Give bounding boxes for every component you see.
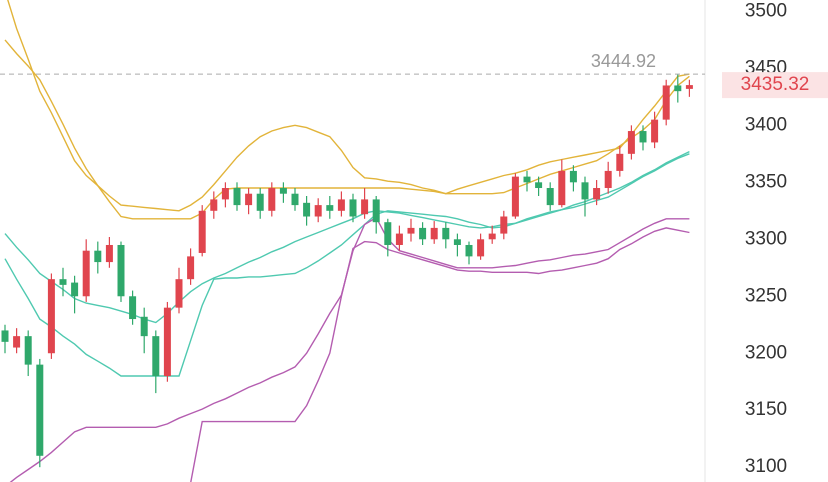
candle-body — [488, 233, 496, 240]
y-tick-label: 3350 — [745, 171, 787, 192]
candle-body — [187, 256, 195, 280]
candle-body — [395, 233, 403, 245]
y-tick-label: 3250 — [745, 285, 787, 306]
candle-body — [616, 153, 624, 171]
candle-body — [82, 250, 90, 297]
candle-body — [1, 330, 9, 342]
candle-body — [569, 170, 577, 183]
candle-body — [372, 199, 380, 223]
candle-body — [593, 188, 601, 200]
candle-body — [349, 199, 357, 217]
candle-body — [685, 85, 693, 89]
candle-body — [407, 227, 415, 234]
candle-body — [152, 336, 160, 377]
candle-body — [268, 188, 276, 211]
candle-body — [384, 222, 392, 245]
y-tick-label: 3150 — [745, 399, 787, 420]
candle-body — [291, 193, 299, 206]
candle-body — [442, 227, 450, 240]
candle-body — [500, 216, 508, 234]
band-line — [7, 0, 690, 212]
candle-body — [558, 170, 566, 206]
candle-body — [36, 364, 44, 456]
y-tick-label: 3100 — [745, 456, 787, 477]
candle-body — [337, 199, 345, 211]
candle-body — [419, 227, 427, 240]
candle-body — [535, 182, 543, 189]
candle-body — [326, 205, 334, 211]
candle-body — [477, 239, 485, 257]
candle-body — [140, 316, 148, 337]
candle-body — [221, 188, 229, 200]
last-price-tag — [722, 72, 828, 99]
candle-body — [13, 336, 21, 348]
candle-body — [163, 307, 171, 377]
y-tick-label: 3500 — [745, 0, 787, 21]
candle-body — [256, 193, 264, 211]
candle-body — [523, 176, 531, 183]
candle-body — [465, 244, 473, 257]
high-marker-label: 3444.92 — [591, 51, 656, 71]
y-tick-label: 3400 — [745, 114, 787, 135]
candle-body — [175, 279, 183, 308]
indicator-lines — [4, 0, 690, 482]
y-tick-label: 3300 — [745, 228, 787, 249]
candle-body — [662, 85, 670, 120]
candle-body — [546, 188, 554, 206]
candle-body — [117, 244, 125, 297]
candle-body — [24, 336, 32, 365]
candle-body — [314, 205, 322, 217]
candle-body — [198, 210, 206, 253]
band-line — [4, 39, 690, 220]
candle-body — [233, 188, 241, 206]
candle-body — [674, 85, 682, 92]
band-line — [190, 227, 690, 482]
candle-body — [105, 244, 113, 263]
band-line — [4, 153, 690, 324]
candle-body — [581, 182, 589, 200]
candle-body — [639, 131, 647, 143]
candle-body — [453, 239, 461, 245]
candle-body — [361, 199, 369, 215]
candle-body — [430, 227, 438, 240]
candle-body — [604, 170, 612, 189]
candle-body — [303, 202, 311, 217]
candle-body — [651, 119, 659, 143]
candle-body — [129, 296, 137, 320]
band-line — [4, 150, 690, 377]
last-price-label: 3435.32 — [741, 74, 810, 95]
candle-body — [47, 279, 55, 354]
candle-body — [245, 193, 253, 206]
candle-body — [279, 188, 287, 194]
candle-body — [59, 279, 67, 285]
candle-body — [511, 176, 519, 217]
candle-body — [627, 131, 635, 154]
y-tick-label: 3200 — [745, 342, 787, 363]
candle-body — [210, 199, 218, 211]
candles — [1, 74, 693, 468]
candle-body — [71, 282, 79, 297]
candle-body — [94, 250, 102, 263]
